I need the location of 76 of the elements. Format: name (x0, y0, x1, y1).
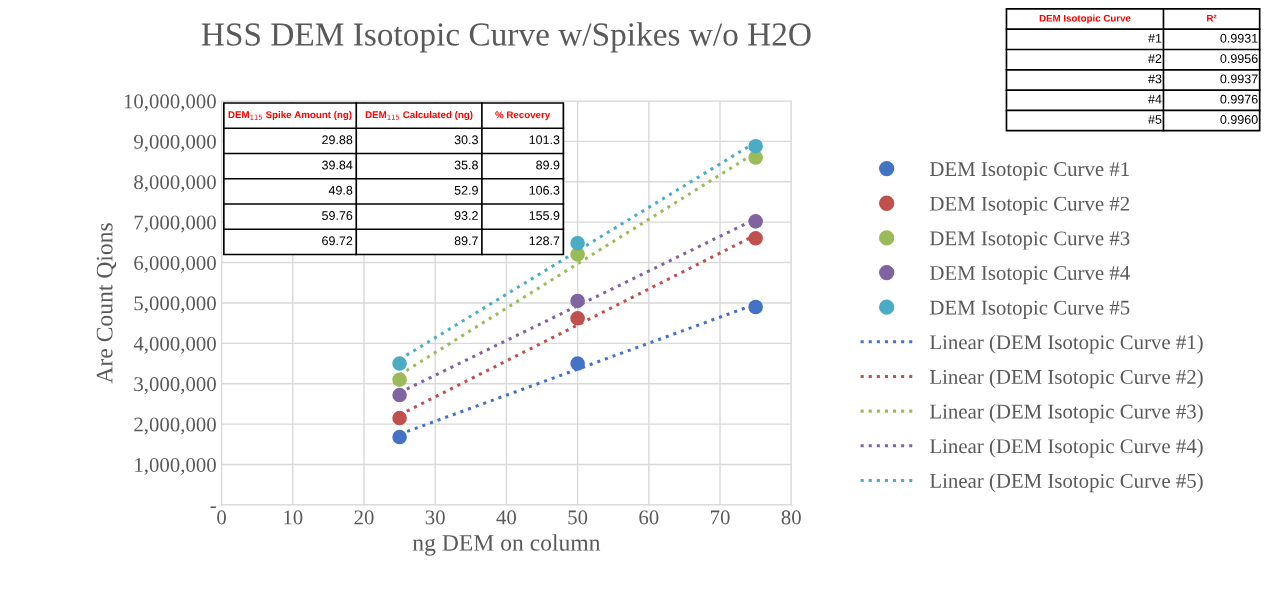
point (748, 299, 763, 315)
point (392, 410, 407, 426)
text: 0.9937 (1220, 74, 1258, 84)
annotation: 52.9 (454, 185, 478, 195)
text: 0.9976 (1220, 94, 1258, 104)
x-axis-title: ng DEM on column (412, 534, 601, 556)
y-tick-label: 7,000,000 (134, 215, 216, 233)
annotation: 93.2 (454, 211, 478, 220)
annotation: 49.8 (328, 185, 353, 195)
legend-label: Linear (DEM Isotopic Curve #1) (929, 334, 1203, 354)
text: #4 (1148, 94, 1162, 104)
text: #1 (1148, 33, 1162, 43)
y-axis-title: Are Count Qions (96, 223, 117, 384)
point (570, 235, 585, 251)
x-tick-label: 30 (425, 510, 445, 525)
y-tick-label: 8,000,000 (134, 175, 216, 193)
text: 0.9960 (1220, 115, 1258, 124)
annotation: 101.3 (529, 135, 560, 145)
y-tick-label: 4,000,000 (133, 336, 216, 354)
text: #3 (1148, 74, 1162, 84)
legend-label: Linear (DEM Isotopic Curve #3) (929, 403, 1203, 423)
text: 0.9956 (1220, 54, 1258, 63)
annotation: 69.72 (322, 236, 353, 246)
point (392, 387, 407, 403)
point (570, 293, 585, 309)
text: #2 (1148, 54, 1162, 63)
annotation: 89.7 (454, 236, 478, 246)
text: 0.9931 (1220, 33, 1258, 43)
legend-label: DEM Isotopic Curve #3 (929, 231, 1130, 250)
x-tick-label: 60 (639, 510, 659, 525)
annotation: 155.9 (529, 211, 560, 220)
x-tick-label: 80 (781, 510, 801, 525)
annotation: 30.3 (454, 135, 478, 145)
x-tick-label: 50 (568, 510, 588, 525)
x-tick-label: 0 (217, 510, 226, 525)
point (392, 372, 407, 387)
point (748, 138, 763, 154)
x-tick-label: 40 (496, 510, 517, 525)
legend-label: Linear (DEM Isotopic Curve #5) (929, 473, 1203, 493)
text: DEM Isotopic Curve (1039, 14, 1131, 24)
y-tick-label: 3,000,000 (134, 377, 216, 395)
legend-label: DEM Isotopic Curve #5 (929, 300, 1130, 319)
chart-title: HSS DEM Isotopic Curve w/Spikes w/o H2O (201, 22, 811, 53)
annotation: % Recovery (495, 111, 551, 121)
point (570, 356, 585, 371)
legend-label: Linear (DEM Isotopic Curve #4) (929, 438, 1203, 458)
point (570, 311, 585, 326)
y-tick-label: 1,000,000 (135, 457, 216, 475)
annotation: 39.84 (322, 160, 353, 170)
text: #5 (1148, 115, 1162, 124)
annotation: 59.76 (322, 211, 353, 220)
y-tick-label: - (210, 506, 216, 508)
annotation: DEM$_{115}$ Calculated (ng) (365, 111, 473, 121)
legend-label: Linear (DEM Isotopic Curve #2) (929, 369, 1203, 389)
point (392, 429, 407, 445)
x-tick-label: 10 (284, 510, 303, 525)
text: R² (1207, 14, 1217, 22)
y-tick-label: 9,000,000 (134, 134, 216, 152)
y-tick-label: 6,000,000 (134, 255, 216, 273)
y-tick-label: 2,000,000 (134, 417, 216, 435)
x-tick-label: 70 (710, 510, 730, 525)
point (748, 231, 763, 246)
x-tick-label: 20 (354, 510, 374, 525)
y-tick-label: 5,000,000 (134, 296, 216, 314)
annotation: DEM$_{115}$ Spike Amount (ng) (228, 111, 352, 121)
legend-label: DEM Isotopic Curve #2 (929, 196, 1130, 215)
annotation: 29.88 (322, 135, 353, 145)
annotation: 89.9 (536, 160, 560, 170)
point (392, 356, 407, 371)
legend-label: DEM Isotopic Curve #1 (929, 162, 1129, 181)
y-tick-label: 10,000,000 (124, 94, 216, 112)
annotation: 106.3 (529, 185, 560, 195)
annotation: 35.8 (454, 160, 478, 170)
annotation: 128.7 (529, 236, 560, 246)
point (748, 214, 763, 229)
legend-label: DEM Isotopic Curve #4 (929, 266, 1130, 285)
